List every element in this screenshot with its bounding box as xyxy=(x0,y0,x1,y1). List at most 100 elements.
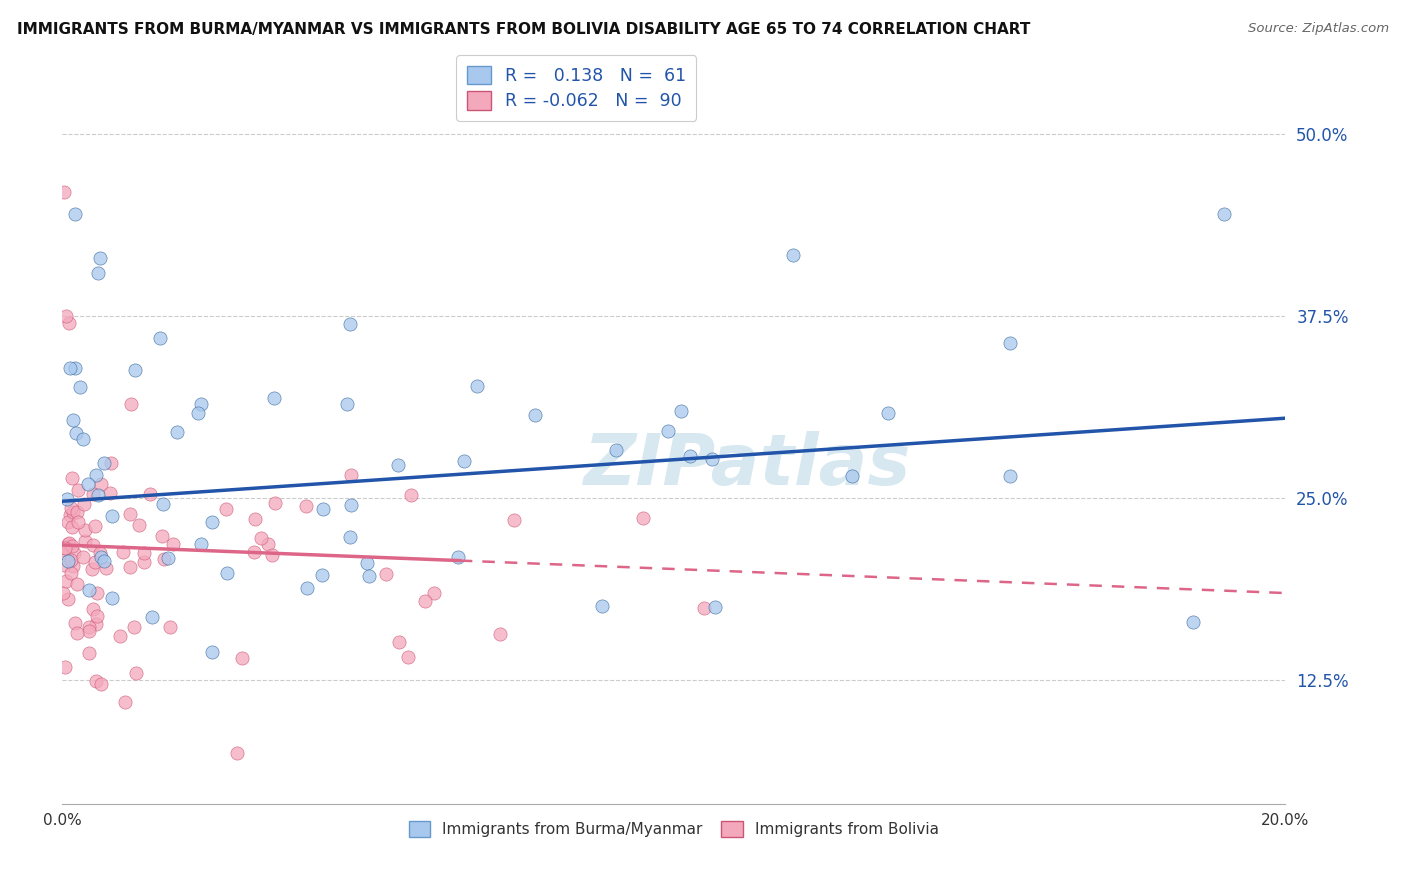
Point xyxy=(90,477,112,491)
Legend: Immigrants from Burma/Myanmar, Immigrants from Bolivia: Immigrants from Burma/Myanmar, Immigrant… xyxy=(401,814,946,845)
Point xyxy=(150,528,173,542)
Point xyxy=(65,361,87,376)
Point xyxy=(62,505,84,519)
Point xyxy=(52,558,75,572)
Point xyxy=(339,530,361,544)
Point xyxy=(66,483,89,497)
Point xyxy=(66,625,89,640)
Point xyxy=(60,553,83,567)
Point xyxy=(58,536,80,550)
Point xyxy=(52,186,75,200)
Point xyxy=(82,601,104,615)
Point xyxy=(387,458,409,472)
Point xyxy=(55,309,77,323)
Point xyxy=(55,541,77,556)
Point xyxy=(89,546,111,560)
Point xyxy=(231,651,253,665)
Point xyxy=(77,624,100,639)
Point xyxy=(998,469,1021,483)
Point xyxy=(118,560,141,574)
Point xyxy=(66,577,89,591)
Point xyxy=(453,454,475,468)
Point xyxy=(80,562,103,576)
Point xyxy=(111,545,134,559)
Point xyxy=(82,487,104,501)
Point xyxy=(264,496,287,510)
Point xyxy=(340,468,363,483)
Point xyxy=(69,380,91,394)
Text: IMMIGRANTS FROM BURMA/MYANMAR VS IMMIGRANTS FROM BOLIVIA DISABILITY AGE 65 TO 74: IMMIGRANTS FROM BURMA/MYANMAR VS IMMIGRA… xyxy=(17,22,1031,37)
Point xyxy=(122,620,145,634)
Point xyxy=(190,397,212,411)
Point xyxy=(998,335,1021,350)
Point xyxy=(340,499,363,513)
Point xyxy=(89,251,111,265)
Point xyxy=(87,488,110,502)
Point xyxy=(55,574,77,588)
Point xyxy=(700,452,723,467)
Point xyxy=(60,539,83,553)
Point xyxy=(84,468,107,483)
Point xyxy=(53,659,76,673)
Point xyxy=(62,559,84,574)
Point xyxy=(631,510,654,524)
Point xyxy=(413,594,436,608)
Point xyxy=(86,609,108,624)
Point xyxy=(162,537,184,551)
Point xyxy=(201,645,224,659)
Point xyxy=(73,496,96,510)
Point xyxy=(187,406,209,420)
Point xyxy=(166,425,188,440)
Point xyxy=(120,397,142,411)
Point xyxy=(693,600,716,615)
Point xyxy=(657,425,679,439)
Point xyxy=(250,532,273,546)
Point xyxy=(94,560,117,574)
Point xyxy=(75,524,97,538)
Point xyxy=(201,515,224,529)
Point xyxy=(669,403,692,417)
Point xyxy=(77,620,100,634)
Point xyxy=(100,456,122,470)
Point xyxy=(56,537,79,551)
Point xyxy=(465,379,488,393)
Point xyxy=(77,477,100,491)
Point xyxy=(55,491,77,506)
Point xyxy=(101,591,124,606)
Point xyxy=(59,566,82,581)
Point xyxy=(226,747,249,761)
Point xyxy=(257,537,280,551)
Point xyxy=(90,676,112,690)
Point xyxy=(782,248,804,262)
Point xyxy=(215,502,238,516)
Point xyxy=(86,586,108,600)
Point xyxy=(93,554,115,568)
Point xyxy=(56,515,79,529)
Point xyxy=(679,449,702,463)
Point xyxy=(311,568,333,582)
Point xyxy=(447,549,470,564)
Point xyxy=(59,508,82,522)
Point xyxy=(77,583,100,598)
Point xyxy=(523,408,546,422)
Point xyxy=(120,508,142,522)
Point xyxy=(399,488,422,502)
Point xyxy=(488,627,510,641)
Point xyxy=(52,542,75,557)
Point xyxy=(141,610,163,624)
Point xyxy=(56,554,79,568)
Point xyxy=(357,569,380,583)
Point xyxy=(98,486,121,500)
Point xyxy=(84,673,107,688)
Point xyxy=(59,360,82,375)
Point xyxy=(190,537,212,551)
Point xyxy=(502,513,524,527)
Point xyxy=(59,501,82,516)
Point xyxy=(86,617,108,632)
Point xyxy=(83,555,105,569)
Point xyxy=(312,502,335,516)
Point xyxy=(93,456,115,470)
Point xyxy=(132,546,155,560)
Point xyxy=(356,556,378,570)
Point xyxy=(260,549,283,563)
